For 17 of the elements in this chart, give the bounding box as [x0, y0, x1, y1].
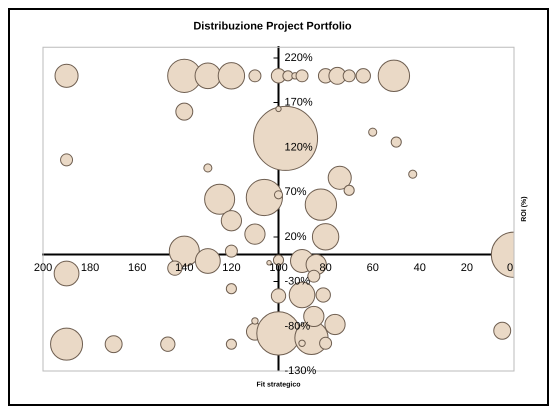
x-tick-label: 180: [80, 262, 100, 274]
chart-title: Distribuzione Project Portfolio: [193, 20, 352, 33]
x-tick-label: 20: [460, 262, 474, 274]
x-tick-label: 120: [222, 262, 241, 274]
x-tick-label: 0: [506, 262, 514, 274]
y-tick-label: 120%: [284, 141, 313, 154]
x-tick-label: 60: [366, 262, 379, 274]
x-tick-label: 40: [414, 262, 426, 274]
y-tick-label: 170%: [284, 96, 313, 109]
y-tick-label: -80%: [284, 320, 310, 332]
y-tick-label: 220%: [284, 52, 313, 64]
x-tick-label: 200: [34, 262, 52, 274]
x-tick-label: 80: [319, 262, 332, 274]
y-tick-label: -130%: [284, 365, 317, 378]
x-tick-label: 160: [128, 262, 146, 274]
y-tick-label: 20%: [284, 230, 307, 243]
y-tick-label: 70%: [284, 186, 307, 198]
